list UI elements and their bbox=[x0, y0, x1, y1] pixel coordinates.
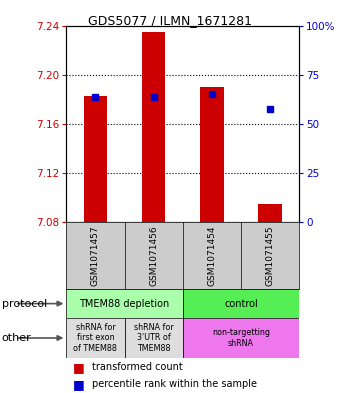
Bar bbox=[200, 87, 223, 222]
Text: ■: ■ bbox=[73, 361, 85, 374]
Text: transformed count: transformed count bbox=[92, 362, 183, 373]
Bar bbox=[66, 289, 183, 318]
Text: other: other bbox=[2, 333, 31, 343]
Bar bbox=[66, 318, 124, 358]
Text: GDS5077 / ILMN_1671281: GDS5077 / ILMN_1671281 bbox=[88, 14, 252, 27]
Text: non-targetting
shRNA: non-targetting shRNA bbox=[212, 328, 270, 348]
Text: TMEM88 depletion: TMEM88 depletion bbox=[80, 299, 170, 309]
Text: control: control bbox=[224, 299, 258, 309]
Text: shRNA for
3'UTR of
TMEM88: shRNA for 3'UTR of TMEM88 bbox=[134, 323, 173, 353]
Text: protocol: protocol bbox=[2, 299, 47, 309]
Text: shRNA for
first exon
of TMEM88: shRNA for first exon of TMEM88 bbox=[73, 323, 117, 353]
Text: GSM1071457: GSM1071457 bbox=[91, 225, 100, 286]
Bar bbox=[84, 95, 107, 222]
Bar bbox=[183, 318, 299, 358]
Bar bbox=[183, 289, 299, 318]
Text: GSM1071454: GSM1071454 bbox=[207, 225, 216, 286]
Text: GSM1071456: GSM1071456 bbox=[149, 225, 158, 286]
Bar bbox=[142, 32, 165, 222]
Bar bbox=[124, 318, 183, 358]
Text: ■: ■ bbox=[73, 378, 85, 391]
Text: GSM1071455: GSM1071455 bbox=[266, 225, 275, 286]
Text: percentile rank within the sample: percentile rank within the sample bbox=[92, 379, 257, 389]
Bar bbox=[258, 204, 282, 222]
